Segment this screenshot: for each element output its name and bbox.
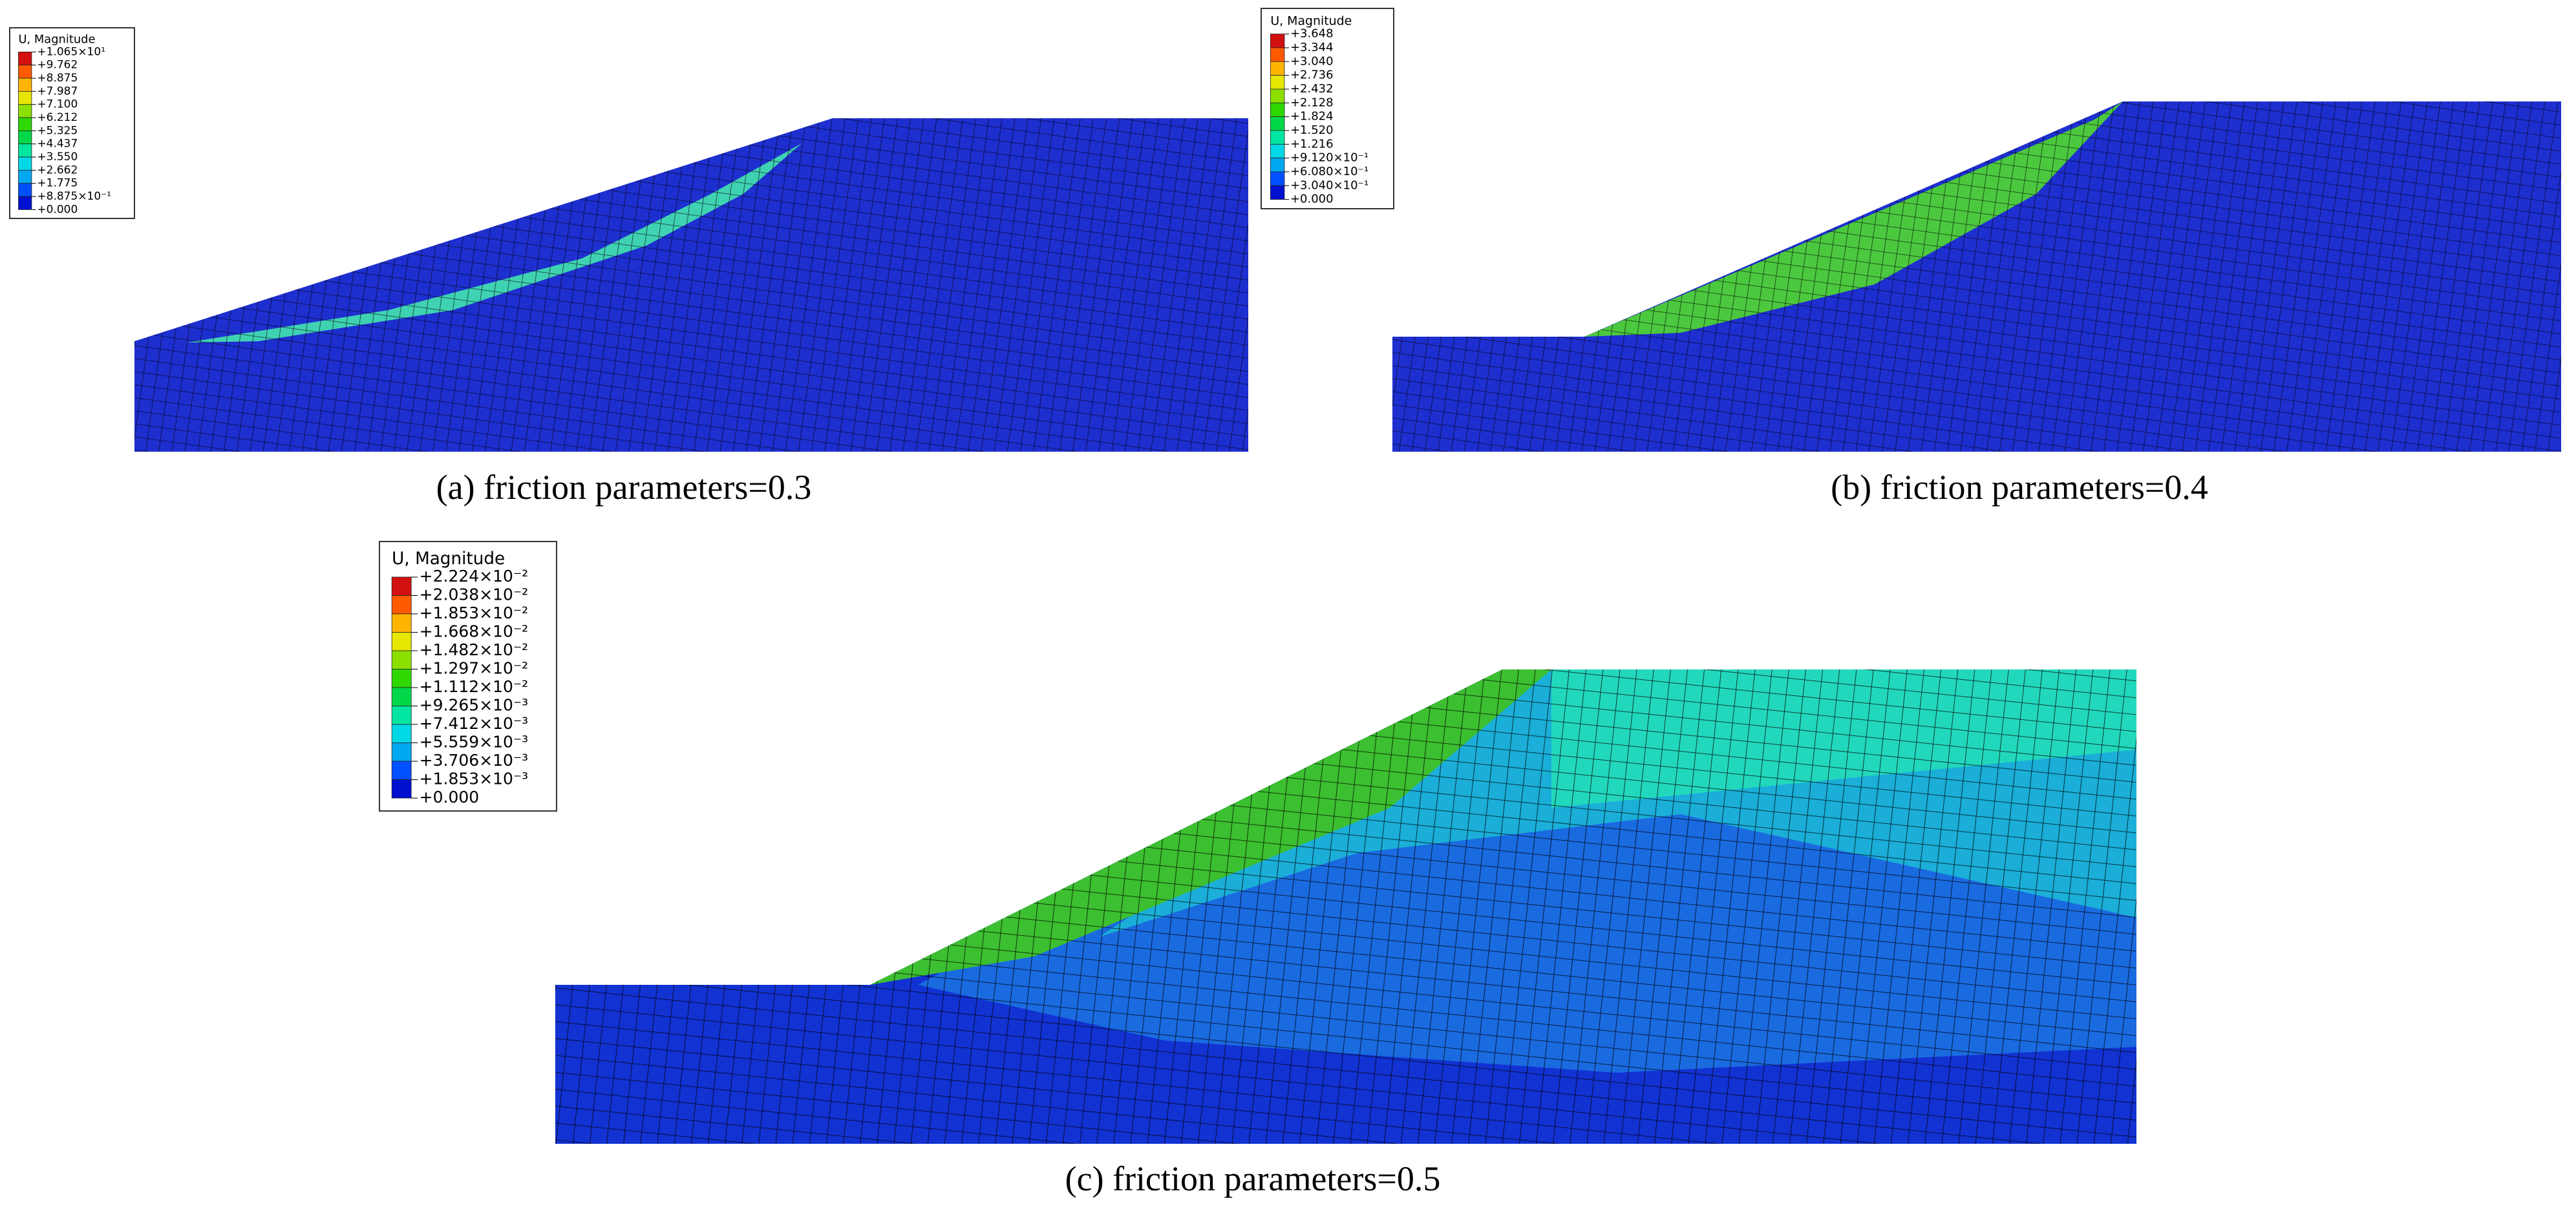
legend-label: +1.065×10¹: [37, 45, 105, 58]
legend-label: +0.000: [420, 788, 480, 806]
legend-swatch: [1270, 89, 1285, 103]
legend-swatch: [391, 576, 412, 596]
legend-label: +2.736: [1290, 68, 1334, 82]
legend-label: +3.040: [1290, 54, 1334, 68]
legend-label: +2.128: [1290, 96, 1334, 109]
legend-label: +4.437: [37, 138, 78, 151]
legend-label: +2.432: [1290, 82, 1334, 96]
legend-label: +1.853×10⁻²: [420, 604, 529, 622]
legend-label: +1.853×10⁻³: [420, 770, 529, 788]
legend-label: +1.520: [1290, 123, 1334, 137]
legend-label: +3.344: [1290, 41, 1334, 54]
model-a: [134, 118, 1248, 452]
legend-swatch: [391, 632, 412, 651]
model-c: [555, 669, 2136, 1144]
legend-swatch: [1270, 116, 1285, 131]
legend-swatch: [18, 90, 32, 105]
legend-swatch: [1270, 61, 1285, 76]
legend-swatch: [391, 779, 412, 799]
legend-swatch: [391, 650, 412, 669]
legend-swatch: [391, 613, 412, 633]
legend-swatch: [1270, 75, 1285, 90]
legend-swatch: [18, 183, 32, 197]
legend-label: +1.482×10⁻²: [420, 640, 529, 659]
legend-label: +1.297×10⁻²: [420, 659, 529, 678]
legend-label: +8.875×10⁻¹: [37, 190, 111, 203]
legend-swatch: [391, 669, 412, 688]
legend-swatch: [18, 52, 32, 66]
mesh: [1392, 101, 2561, 452]
legend-label: +1.775: [37, 177, 78, 190]
legend-label: +3.550: [37, 151, 78, 163]
legend-swatch: [18, 156, 32, 171]
legend-title: U, Magnitude: [19, 33, 96, 47]
legend-swatch: [391, 724, 412, 743]
legend-swatch: [1270, 171, 1285, 186]
legend-title: U, Magnitude: [1270, 14, 1352, 28]
legend-label: +9.120×10⁻¹: [1290, 151, 1368, 165]
legend-label: +0.000: [37, 203, 78, 216]
legend-label: +5.325: [37, 124, 78, 137]
legend-swatch: [18, 104, 32, 118]
legend-swatch: [18, 130, 32, 145]
legend-label: +8.875: [37, 72, 78, 85]
legend-label: +6.212: [37, 111, 78, 124]
legend-label: +3.040×10⁻¹: [1290, 178, 1368, 192]
legend-label: +7.412×10⁻³: [420, 714, 529, 733]
legend-label: +3.706×10⁻³: [420, 751, 529, 770]
legend-swatch: [391, 595, 412, 615]
legend-label: +1.668×10⁻²: [420, 622, 529, 641]
legend-label: +0.000: [1290, 193, 1334, 206]
legend-label: +7.987: [37, 85, 78, 98]
legend-swatch: [1270, 34, 1285, 48]
legend-swatch: [391, 687, 412, 706]
legend-swatch: [18, 196, 32, 210]
legend-swatch: [1270, 102, 1285, 117]
mesh: [555, 669, 2136, 1144]
legend-label: +1.216: [1290, 137, 1334, 151]
legend-label: +3.648: [1290, 27, 1334, 41]
legend-label: +5.559×10⁻³: [420, 733, 529, 752]
legend-label: +6.080×10⁻¹: [1290, 165, 1368, 178]
caption: (c) friction parameters=0.5: [1065, 1159, 1441, 1198]
legend-label: +1.112×10⁻²: [420, 677, 529, 696]
caption: (b) friction parameters=0.4: [1831, 468, 2208, 507]
legend-swatch: [391, 742, 412, 762]
legend-label: +9.265×10⁻³: [420, 696, 529, 715]
legend-swatch: [1270, 185, 1285, 200]
legend-swatch: [391, 706, 412, 725]
model-b: [1392, 101, 2561, 452]
legend-swatch: [18, 117, 32, 131]
legend-label: +2.038×10⁻²: [420, 585, 529, 604]
legend-swatch: [18, 169, 32, 184]
legend-label: +1.824: [1290, 110, 1334, 123]
legend-label: +2.224×10⁻²: [420, 567, 529, 585]
caption: (a) friction parameters=0.3: [436, 468, 812, 507]
legend-label: +7.100: [37, 98, 78, 111]
legend-swatch: [18, 78, 32, 92]
legend-swatch: [1270, 130, 1285, 145]
legend-swatch: [391, 761, 412, 780]
legend-swatch: [18, 143, 32, 158]
legend-swatch: [1270, 143, 1285, 158]
mesh: [134, 118, 1248, 452]
legend-swatch: [1270, 47, 1285, 62]
legend-label: +9.762: [37, 59, 78, 72]
legend-label: +2.662: [37, 163, 78, 176]
legend-swatch: [1270, 158, 1285, 173]
legend-swatch: [18, 65, 32, 79]
legend-title: U, Magnitude: [392, 549, 505, 569]
